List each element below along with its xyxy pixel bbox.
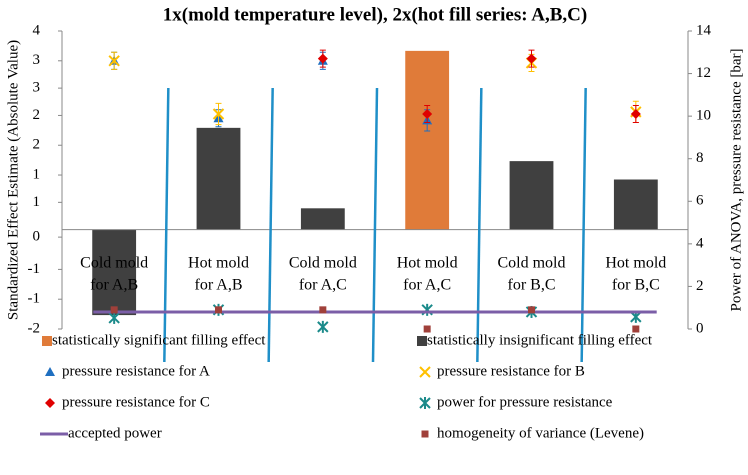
marker xyxy=(319,306,327,314)
legend-label: pressure resistance for A xyxy=(62,363,210,379)
legend-symbol-part xyxy=(45,367,55,376)
legend-symbol xyxy=(419,366,431,378)
separator xyxy=(163,87,170,363)
chart-title: 1x(mold temperature level), 2x(hot fill … xyxy=(163,4,587,25)
y-axis-label: Standardized Effect Estimate (Absolute V… xyxy=(5,40,21,320)
x-tick-label: Cold mold xyxy=(80,255,148,272)
marker-part xyxy=(110,306,118,314)
marker xyxy=(110,306,118,314)
marker xyxy=(630,109,641,120)
bar xyxy=(196,127,241,230)
y-tick-label: 2 xyxy=(33,137,41,153)
legend-label: homogeneity of variance (Levene) xyxy=(437,425,644,441)
marker xyxy=(108,311,120,324)
separator xyxy=(371,87,379,363)
marker xyxy=(632,325,640,333)
marker xyxy=(212,108,225,120)
legend-symbol xyxy=(421,430,429,438)
legend-symbol xyxy=(419,397,431,409)
bar xyxy=(405,50,450,230)
marker-part xyxy=(422,109,433,120)
y2-tick-label: 8 xyxy=(696,150,704,166)
y-tick-label: -1 xyxy=(28,291,41,307)
legend-label: pressure resistance for B xyxy=(437,363,585,379)
marker-part xyxy=(423,325,431,333)
legend-symbol xyxy=(45,398,55,408)
legend-label: accepted power xyxy=(68,425,162,441)
y-tick-label: 4 xyxy=(33,22,41,38)
legend-symbol xyxy=(42,336,52,346)
bar xyxy=(613,179,658,230)
x-tick-label: Hot mold xyxy=(188,255,249,272)
x-tick-label: for A,B xyxy=(195,277,243,294)
marker xyxy=(528,306,535,314)
marker-part xyxy=(317,53,328,64)
marker-part xyxy=(632,325,640,333)
marker xyxy=(421,303,433,316)
y2-axis-label: Power of ANOVA, pressure resistance [bar… xyxy=(728,49,744,312)
y-tick-label: 3 xyxy=(33,52,41,68)
y2-tick-label: 0 xyxy=(696,320,704,336)
x-tick-label: Cold mold xyxy=(289,255,357,272)
separator xyxy=(580,87,587,363)
marker xyxy=(317,320,329,333)
separator xyxy=(267,87,274,363)
legend-symbol xyxy=(417,336,427,346)
marker xyxy=(423,325,431,333)
y-tick-label: 1 xyxy=(33,166,41,182)
bar xyxy=(300,208,345,230)
marker-part xyxy=(528,306,535,314)
y-tick-label: -2 xyxy=(28,320,41,336)
y2-tick-label: 2 xyxy=(696,278,704,294)
y-tick-label: 2 xyxy=(33,107,41,123)
x-tick-label: for B,C xyxy=(612,277,660,294)
y2-tick-label: 12 xyxy=(696,65,711,81)
y2-tick-label: 10 xyxy=(696,108,711,124)
marker xyxy=(526,53,537,64)
marker-part xyxy=(215,306,222,314)
marker-part xyxy=(108,55,120,67)
marker xyxy=(215,306,222,314)
marker xyxy=(108,55,120,67)
x-tick-label: for A,C xyxy=(299,277,347,294)
marker-part xyxy=(630,109,641,120)
legend-symbol xyxy=(45,367,55,376)
marker xyxy=(317,53,328,64)
legend-label: pressure resistance for C xyxy=(62,394,210,410)
marker xyxy=(422,109,433,120)
x-tick-label: Cold mold xyxy=(497,255,565,272)
y-tick-label: -1 xyxy=(28,261,41,277)
y-tick-label: 1 xyxy=(33,194,41,210)
separator xyxy=(476,87,483,363)
legend-label: statistically significant filling effect xyxy=(52,332,266,348)
legend-label: power for pressure resistance xyxy=(437,394,613,410)
y2-tick-label: 14 xyxy=(696,22,712,38)
bar xyxy=(509,161,554,230)
x-tick-label: for B,C xyxy=(508,277,556,294)
marker-part xyxy=(319,306,327,314)
legend-label: statistically insignificant filling effe… xyxy=(427,332,653,348)
legend-symbol-part xyxy=(421,430,429,438)
bar xyxy=(92,229,137,316)
legend-symbol-part xyxy=(419,366,431,378)
x-tick-label: Hot mold xyxy=(605,255,666,272)
y-tick-label: 0 xyxy=(33,229,41,245)
x-tick-label: for A,B xyxy=(90,277,138,294)
y2-tick-label: 6 xyxy=(696,193,704,209)
legend-symbol-part xyxy=(45,398,55,408)
x-tick-label: for A,C xyxy=(403,277,451,294)
marker-part xyxy=(526,53,537,64)
marker-part xyxy=(212,108,225,120)
y2-tick-label: 4 xyxy=(696,235,704,251)
x-tick-label: Hot mold xyxy=(397,255,458,272)
y-tick-label: 3 xyxy=(33,80,41,96)
